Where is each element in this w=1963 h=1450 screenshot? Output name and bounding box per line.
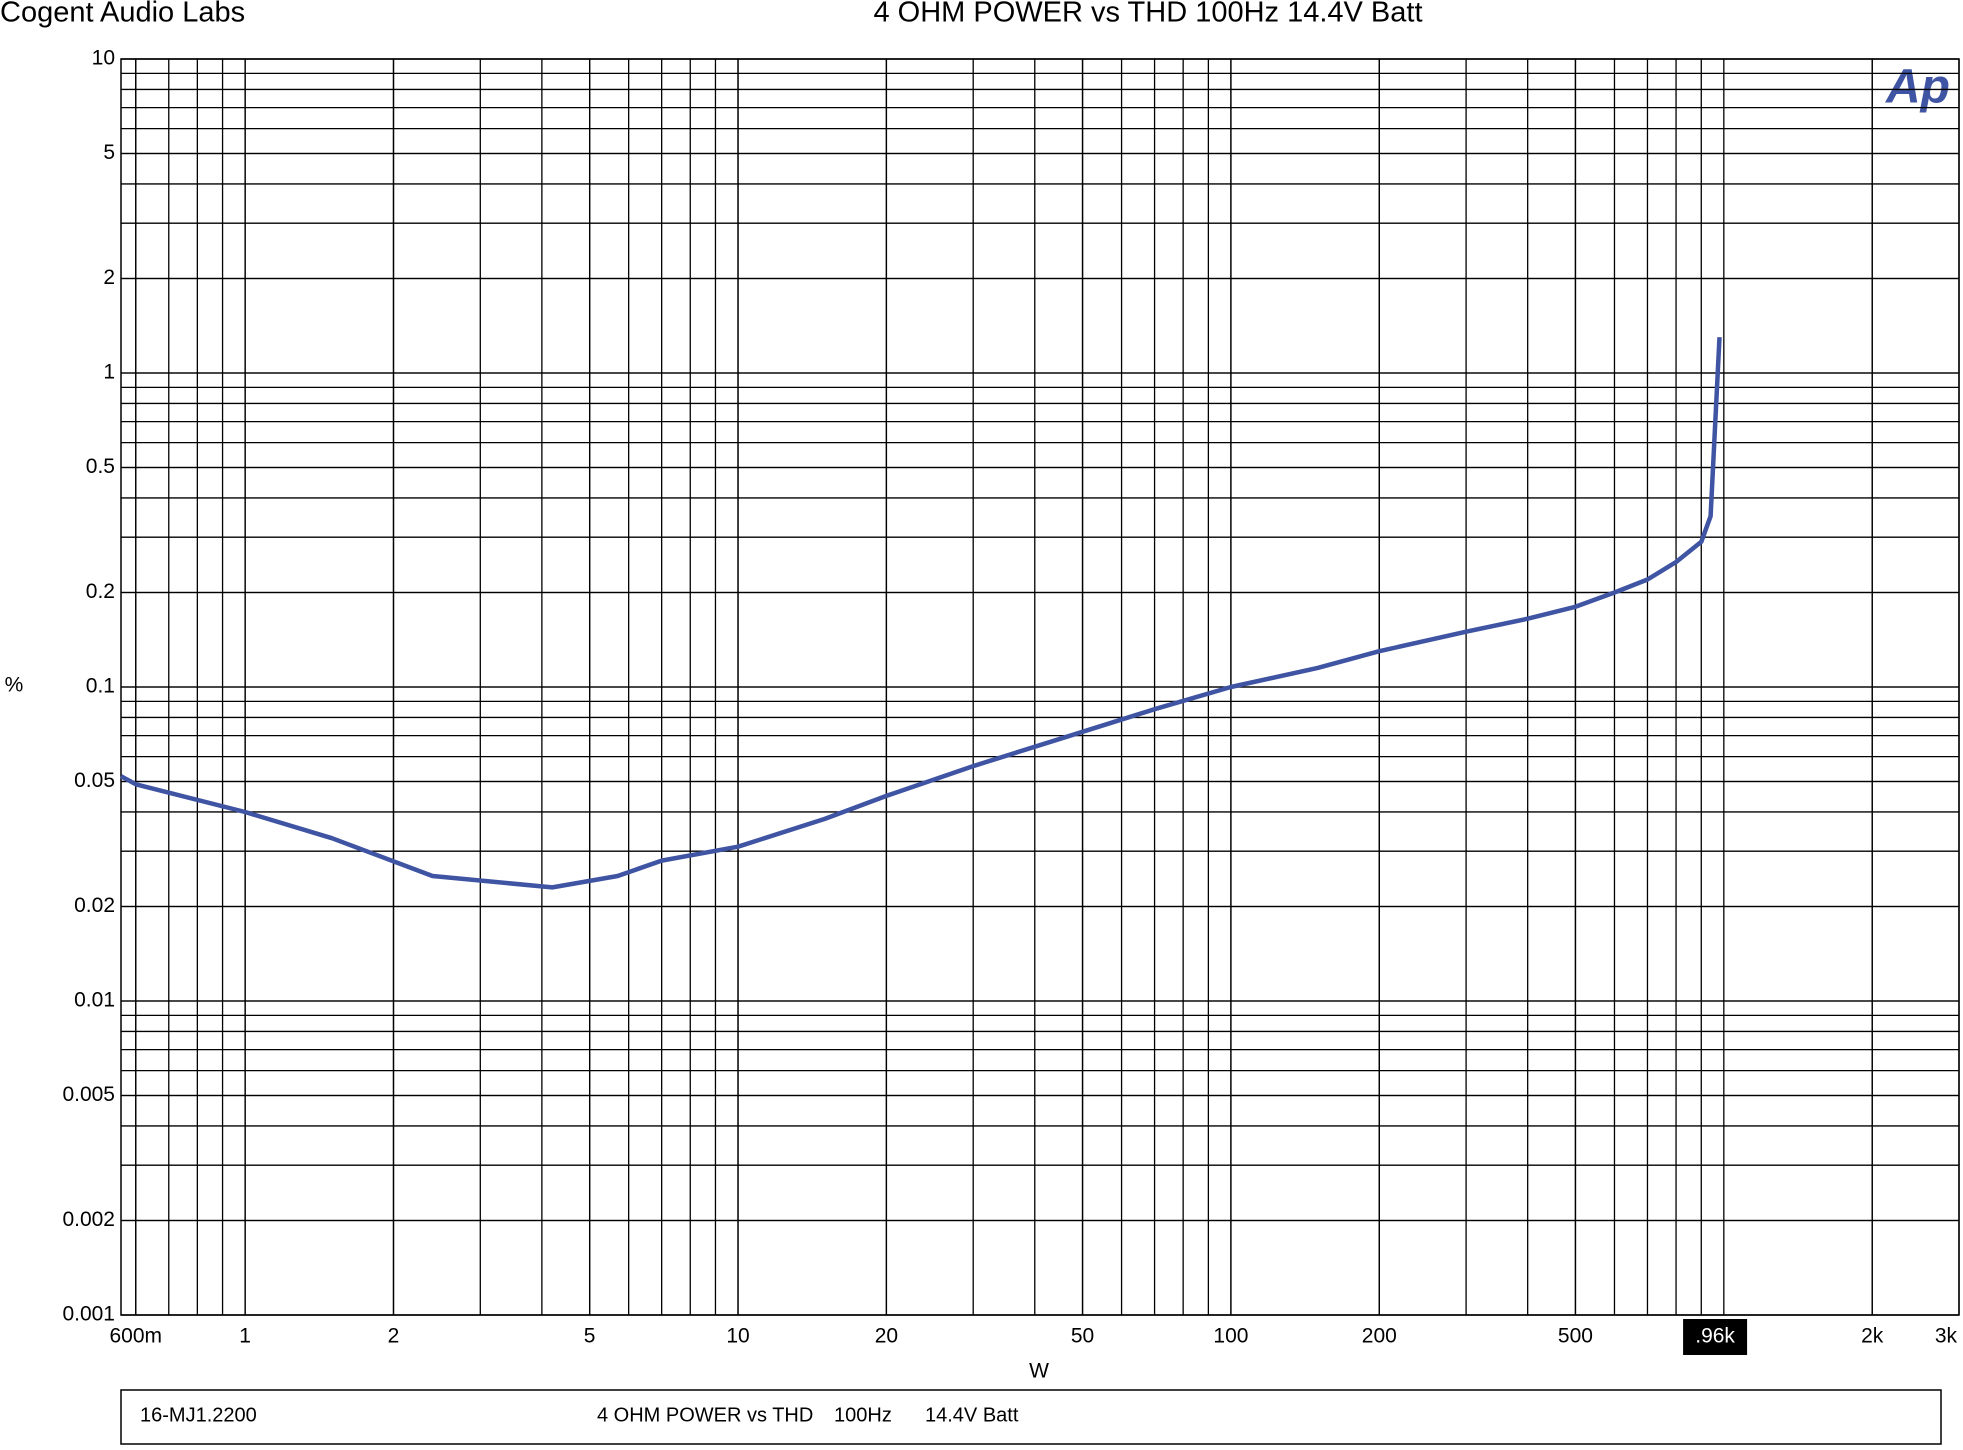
brand: Cogent Audio Labs xyxy=(0,0,245,29)
footer-supply: 14.4V Batt xyxy=(925,1404,1019,1426)
y-tick-label: 0.001 xyxy=(62,1303,115,1326)
x-tick-label: 3k xyxy=(1935,1325,1958,1348)
x-tick-label: 200 xyxy=(1362,1325,1397,1348)
footer-frequency: 100Hz xyxy=(834,1404,892,1426)
y-axis-label: % xyxy=(5,674,24,697)
y-tick-label: 0.002 xyxy=(62,1208,115,1231)
x-tick-label: 1 xyxy=(239,1325,251,1348)
chart-title: 4 OHM POWER vs THD 100Hz 14.4V Batt xyxy=(873,0,1422,29)
x-tick-label: 2k xyxy=(1861,1325,1884,1348)
x-tick-label: 100 xyxy=(1213,1325,1248,1348)
x-axis-label: W xyxy=(1029,1360,1049,1383)
x-tick-label: 2 xyxy=(388,1325,400,1348)
x-tick-label: 5 xyxy=(584,1325,596,1348)
x-tick-label: 20 xyxy=(875,1325,898,1348)
cursor-marker xyxy=(1683,1319,1748,1355)
x-tick-label: 10 xyxy=(726,1325,749,1348)
footer-title: 4 OHM POWER vs THD xyxy=(597,1404,813,1426)
data-line xyxy=(119,337,1722,890)
y-tick-label: 0.05 xyxy=(74,769,115,792)
footer-box xyxy=(120,1389,1942,1445)
y-tick-label: 0.005 xyxy=(62,1083,115,1106)
y-tick-label: 0.5 xyxy=(86,455,115,478)
y-tick-label: 0.01 xyxy=(74,989,115,1012)
x-tick-label: 50 xyxy=(1071,1325,1094,1348)
y-tick-label: 10 xyxy=(92,47,115,70)
cursor-label: .96k xyxy=(1695,1325,1735,1348)
y-tick-label: 0.02 xyxy=(74,894,115,917)
x-tick-label: 500 xyxy=(1558,1325,1593,1348)
logo: Ap xyxy=(1885,61,1950,114)
x-tick-label: 600m xyxy=(110,1325,163,1348)
y-tick-label: 5 xyxy=(103,141,115,164)
y-tick-label: 0.2 xyxy=(86,580,115,603)
y-tick-label: 1 xyxy=(103,361,115,384)
footer-id: 16-MJ1.2200 xyxy=(140,1404,257,1426)
y-tick-label: 2 xyxy=(103,266,115,289)
y-tick-label: 0.1 xyxy=(86,675,115,698)
